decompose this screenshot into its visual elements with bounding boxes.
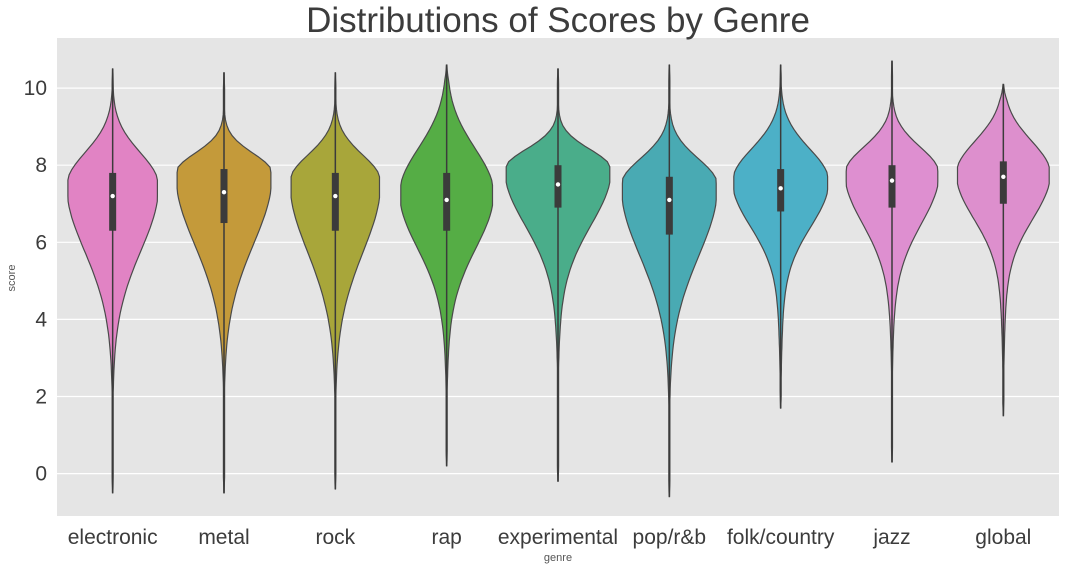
x-axis-label: genre <box>544 552 572 564</box>
y-tick-labels: 0 2 4 6 8 10 <box>24 77 48 485</box>
median-point-jazz <box>889 178 895 183</box>
y-tick-label: 10 <box>24 77 47 100</box>
violins <box>67 60 1050 498</box>
y-tick-label: 8 <box>35 154 47 177</box>
median-point-rap <box>444 197 449 203</box>
median-point-electronic <box>110 193 115 199</box>
iqr-box-poprb <box>665 176 673 235</box>
x-tick-label: metal <box>198 526 249 549</box>
iqr-box-jazz <box>888 165 896 208</box>
x-tick-label: jazz <box>872 526 910 549</box>
x-tick-label: global <box>975 526 1031 549</box>
y-tick-label: 0 <box>35 463 47 486</box>
x-tick-label: electronic <box>68 526 158 549</box>
y-tick-label: 2 <box>35 386 47 409</box>
x-tick-label: folk/country <box>727 526 835 549</box>
y-axis-label: score <box>6 265 18 292</box>
median-point-poprb <box>667 197 672 203</box>
y-tick-label: 6 <box>35 231 47 254</box>
y-tick-label: 4 <box>35 308 47 331</box>
x-tick-labels: electronic metal rock rap experimental pop/r&… <box>68 526 1032 549</box>
iqr-box-electronic <box>109 172 117 231</box>
median-point-global <box>1001 174 1006 179</box>
median-point-metal <box>221 189 227 195</box>
median-point-rock <box>333 193 338 199</box>
x-tick-label: pop/r&b <box>633 526 707 549</box>
iqr-box-metal <box>220 169 228 224</box>
iqr-box-rock <box>331 172 339 231</box>
x-tick-label: rap <box>431 526 461 549</box>
iqr-box-global <box>999 161 1007 204</box>
x-tick-label: rock <box>315 526 355 549</box>
chart-title: Distributions of Scores by Genre <box>306 1 810 40</box>
x-tick-label: experimental <box>498 526 618 549</box>
median-point-experimental <box>555 182 561 187</box>
median-point-folkcountry <box>778 186 783 191</box>
